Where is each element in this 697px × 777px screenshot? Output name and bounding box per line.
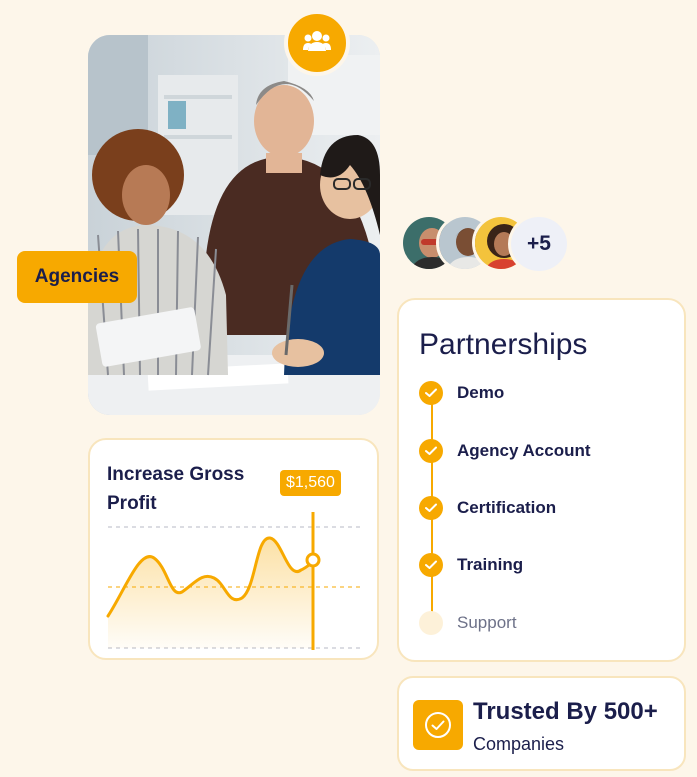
check-icon [419, 381, 443, 405]
profit-line [106, 536, 315, 618]
step-label: Demo [457, 383, 505, 402]
trusted-card: Trusted By 500+ Companies [397, 676, 686, 771]
profit-title: Increase Gross Profit [107, 464, 245, 514]
step-label: Training [457, 555, 524, 574]
step-certification: Certification [419, 495, 556, 521]
verified-check-icon [413, 700, 463, 750]
profit-chart [106, 512, 363, 650]
partnerships-title: Partnerships [419, 328, 588, 361]
step-training: Training [419, 552, 523, 578]
trusted-title: Trusted By 500+ [473, 698, 658, 725]
step-support: Support [419, 610, 517, 636]
step-label: Agency Account [457, 441, 591, 460]
partnerships-card: Partnerships Demo Agency Account Certifi… [397, 298, 686, 662]
check-icon [419, 553, 443, 577]
marker-point [305, 552, 321, 568]
profit-card: Increase Gross Profit $1,560 [88, 438, 379, 660]
more-members-badge: +5 [508, 214, 570, 274]
step-label: Certification [457, 498, 557, 517]
pending-dot-icon [419, 611, 443, 635]
check-icon [419, 439, 443, 463]
team-photo [88, 35, 380, 415]
check-icon [419, 496, 443, 520]
price-tag: $1,560 [280, 470, 341, 496]
step-agency-account: Agency Account [419, 438, 591, 464]
agencies-tag: Agencies [17, 251, 137, 303]
people-icon [303, 30, 331, 57]
trusted-subtitle: Companies [473, 734, 565, 754]
people-badge [284, 10, 350, 76]
step-label: Support [457, 613, 517, 632]
step-demo: Demo [419, 380, 504, 406]
